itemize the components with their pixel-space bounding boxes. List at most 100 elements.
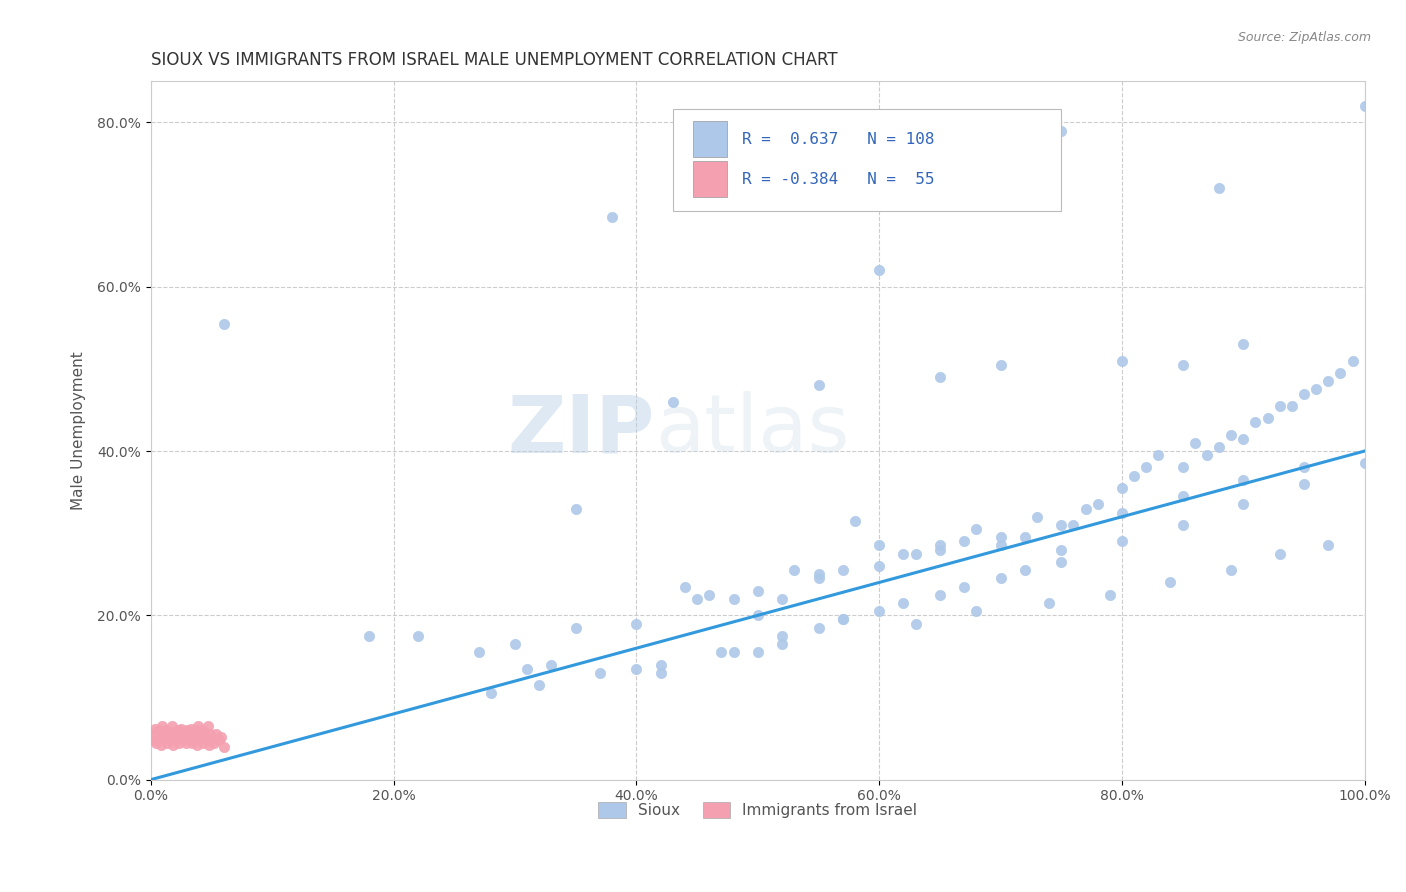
Point bbox=[1268, 399, 1291, 413]
Point bbox=[770, 591, 793, 606]
Point bbox=[165, 731, 187, 746]
Point bbox=[1184, 435, 1206, 450]
Point bbox=[1050, 555, 1073, 569]
Point bbox=[965, 604, 987, 618]
Point bbox=[177, 727, 200, 741]
Text: Source: ZipAtlas.com: Source: ZipAtlas.com bbox=[1237, 31, 1371, 45]
Point bbox=[159, 733, 181, 747]
Point bbox=[194, 730, 217, 744]
Point bbox=[1341, 353, 1364, 368]
Point bbox=[1317, 539, 1340, 553]
Point bbox=[141, 727, 163, 741]
Point bbox=[359, 629, 381, 643]
Point bbox=[953, 534, 976, 549]
Point bbox=[747, 608, 769, 623]
Point bbox=[770, 629, 793, 643]
Point bbox=[893, 547, 915, 561]
Point bbox=[153, 727, 176, 741]
Point bbox=[169, 727, 191, 741]
Point bbox=[770, 637, 793, 651]
Point bbox=[928, 588, 950, 602]
Point bbox=[1038, 596, 1060, 610]
Point bbox=[157, 730, 180, 744]
Point bbox=[156, 725, 179, 739]
Point bbox=[662, 394, 685, 409]
Point bbox=[831, 612, 853, 626]
Point bbox=[208, 733, 231, 747]
Point bbox=[191, 736, 214, 750]
Point bbox=[1171, 358, 1194, 372]
Point bbox=[1281, 399, 1303, 413]
Point bbox=[626, 616, 648, 631]
Point bbox=[844, 514, 866, 528]
Point bbox=[516, 662, 538, 676]
Point bbox=[893, 596, 915, 610]
Point bbox=[990, 539, 1012, 553]
Point bbox=[155, 723, 177, 738]
Point bbox=[163, 725, 186, 739]
Point bbox=[868, 263, 890, 277]
Point bbox=[1292, 460, 1315, 475]
Point bbox=[831, 612, 853, 626]
Point bbox=[1220, 427, 1243, 442]
Point bbox=[540, 657, 562, 672]
Point bbox=[1317, 374, 1340, 388]
Text: SIOUX VS IMMIGRANTS FROM ISRAEL MALE UNEMPLOYMENT CORRELATION CHART: SIOUX VS IMMIGRANTS FROM ISRAEL MALE UNE… bbox=[150, 51, 838, 69]
Point bbox=[747, 583, 769, 598]
Point bbox=[831, 563, 853, 577]
Point bbox=[723, 591, 745, 606]
Point bbox=[990, 358, 1012, 372]
Point bbox=[990, 530, 1012, 544]
Bar bbox=[693, 121, 727, 158]
Point bbox=[1232, 473, 1254, 487]
Point bbox=[1098, 588, 1121, 602]
Point bbox=[1354, 99, 1376, 113]
Point bbox=[174, 736, 197, 750]
Point bbox=[589, 665, 612, 680]
Point bbox=[167, 736, 190, 750]
Point bbox=[600, 210, 623, 224]
Point bbox=[1050, 123, 1073, 137]
Point bbox=[723, 645, 745, 659]
Point bbox=[1123, 468, 1146, 483]
Point bbox=[1220, 563, 1243, 577]
Point bbox=[1074, 501, 1097, 516]
Point bbox=[143, 722, 166, 736]
Point bbox=[1147, 448, 1170, 462]
Point bbox=[1171, 460, 1194, 475]
Point bbox=[197, 719, 219, 733]
Point bbox=[212, 317, 235, 331]
Point bbox=[184, 723, 207, 738]
Point bbox=[176, 723, 198, 738]
Point bbox=[868, 604, 890, 618]
Point bbox=[990, 571, 1012, 585]
Point bbox=[928, 542, 950, 557]
Point bbox=[1232, 432, 1254, 446]
Point bbox=[406, 629, 429, 643]
Point bbox=[170, 722, 193, 736]
Point bbox=[148, 723, 170, 738]
Point bbox=[1159, 575, 1181, 590]
Point bbox=[1232, 497, 1254, 511]
Point bbox=[1111, 506, 1133, 520]
Point bbox=[183, 725, 205, 739]
Point bbox=[180, 722, 202, 736]
Point bbox=[965, 522, 987, 536]
Point bbox=[807, 621, 830, 635]
Point bbox=[195, 733, 218, 747]
Point bbox=[183, 730, 205, 744]
Point bbox=[807, 567, 830, 582]
Point bbox=[146, 725, 169, 739]
Point bbox=[503, 637, 526, 651]
Point bbox=[160, 719, 183, 733]
Point bbox=[193, 725, 215, 739]
Point bbox=[467, 645, 489, 659]
Point bbox=[165, 727, 187, 741]
Point bbox=[1292, 476, 1315, 491]
Point bbox=[179, 733, 201, 747]
Point bbox=[191, 723, 214, 738]
Point bbox=[953, 580, 976, 594]
Point bbox=[172, 733, 194, 747]
Point bbox=[181, 736, 204, 750]
Point bbox=[807, 378, 830, 392]
